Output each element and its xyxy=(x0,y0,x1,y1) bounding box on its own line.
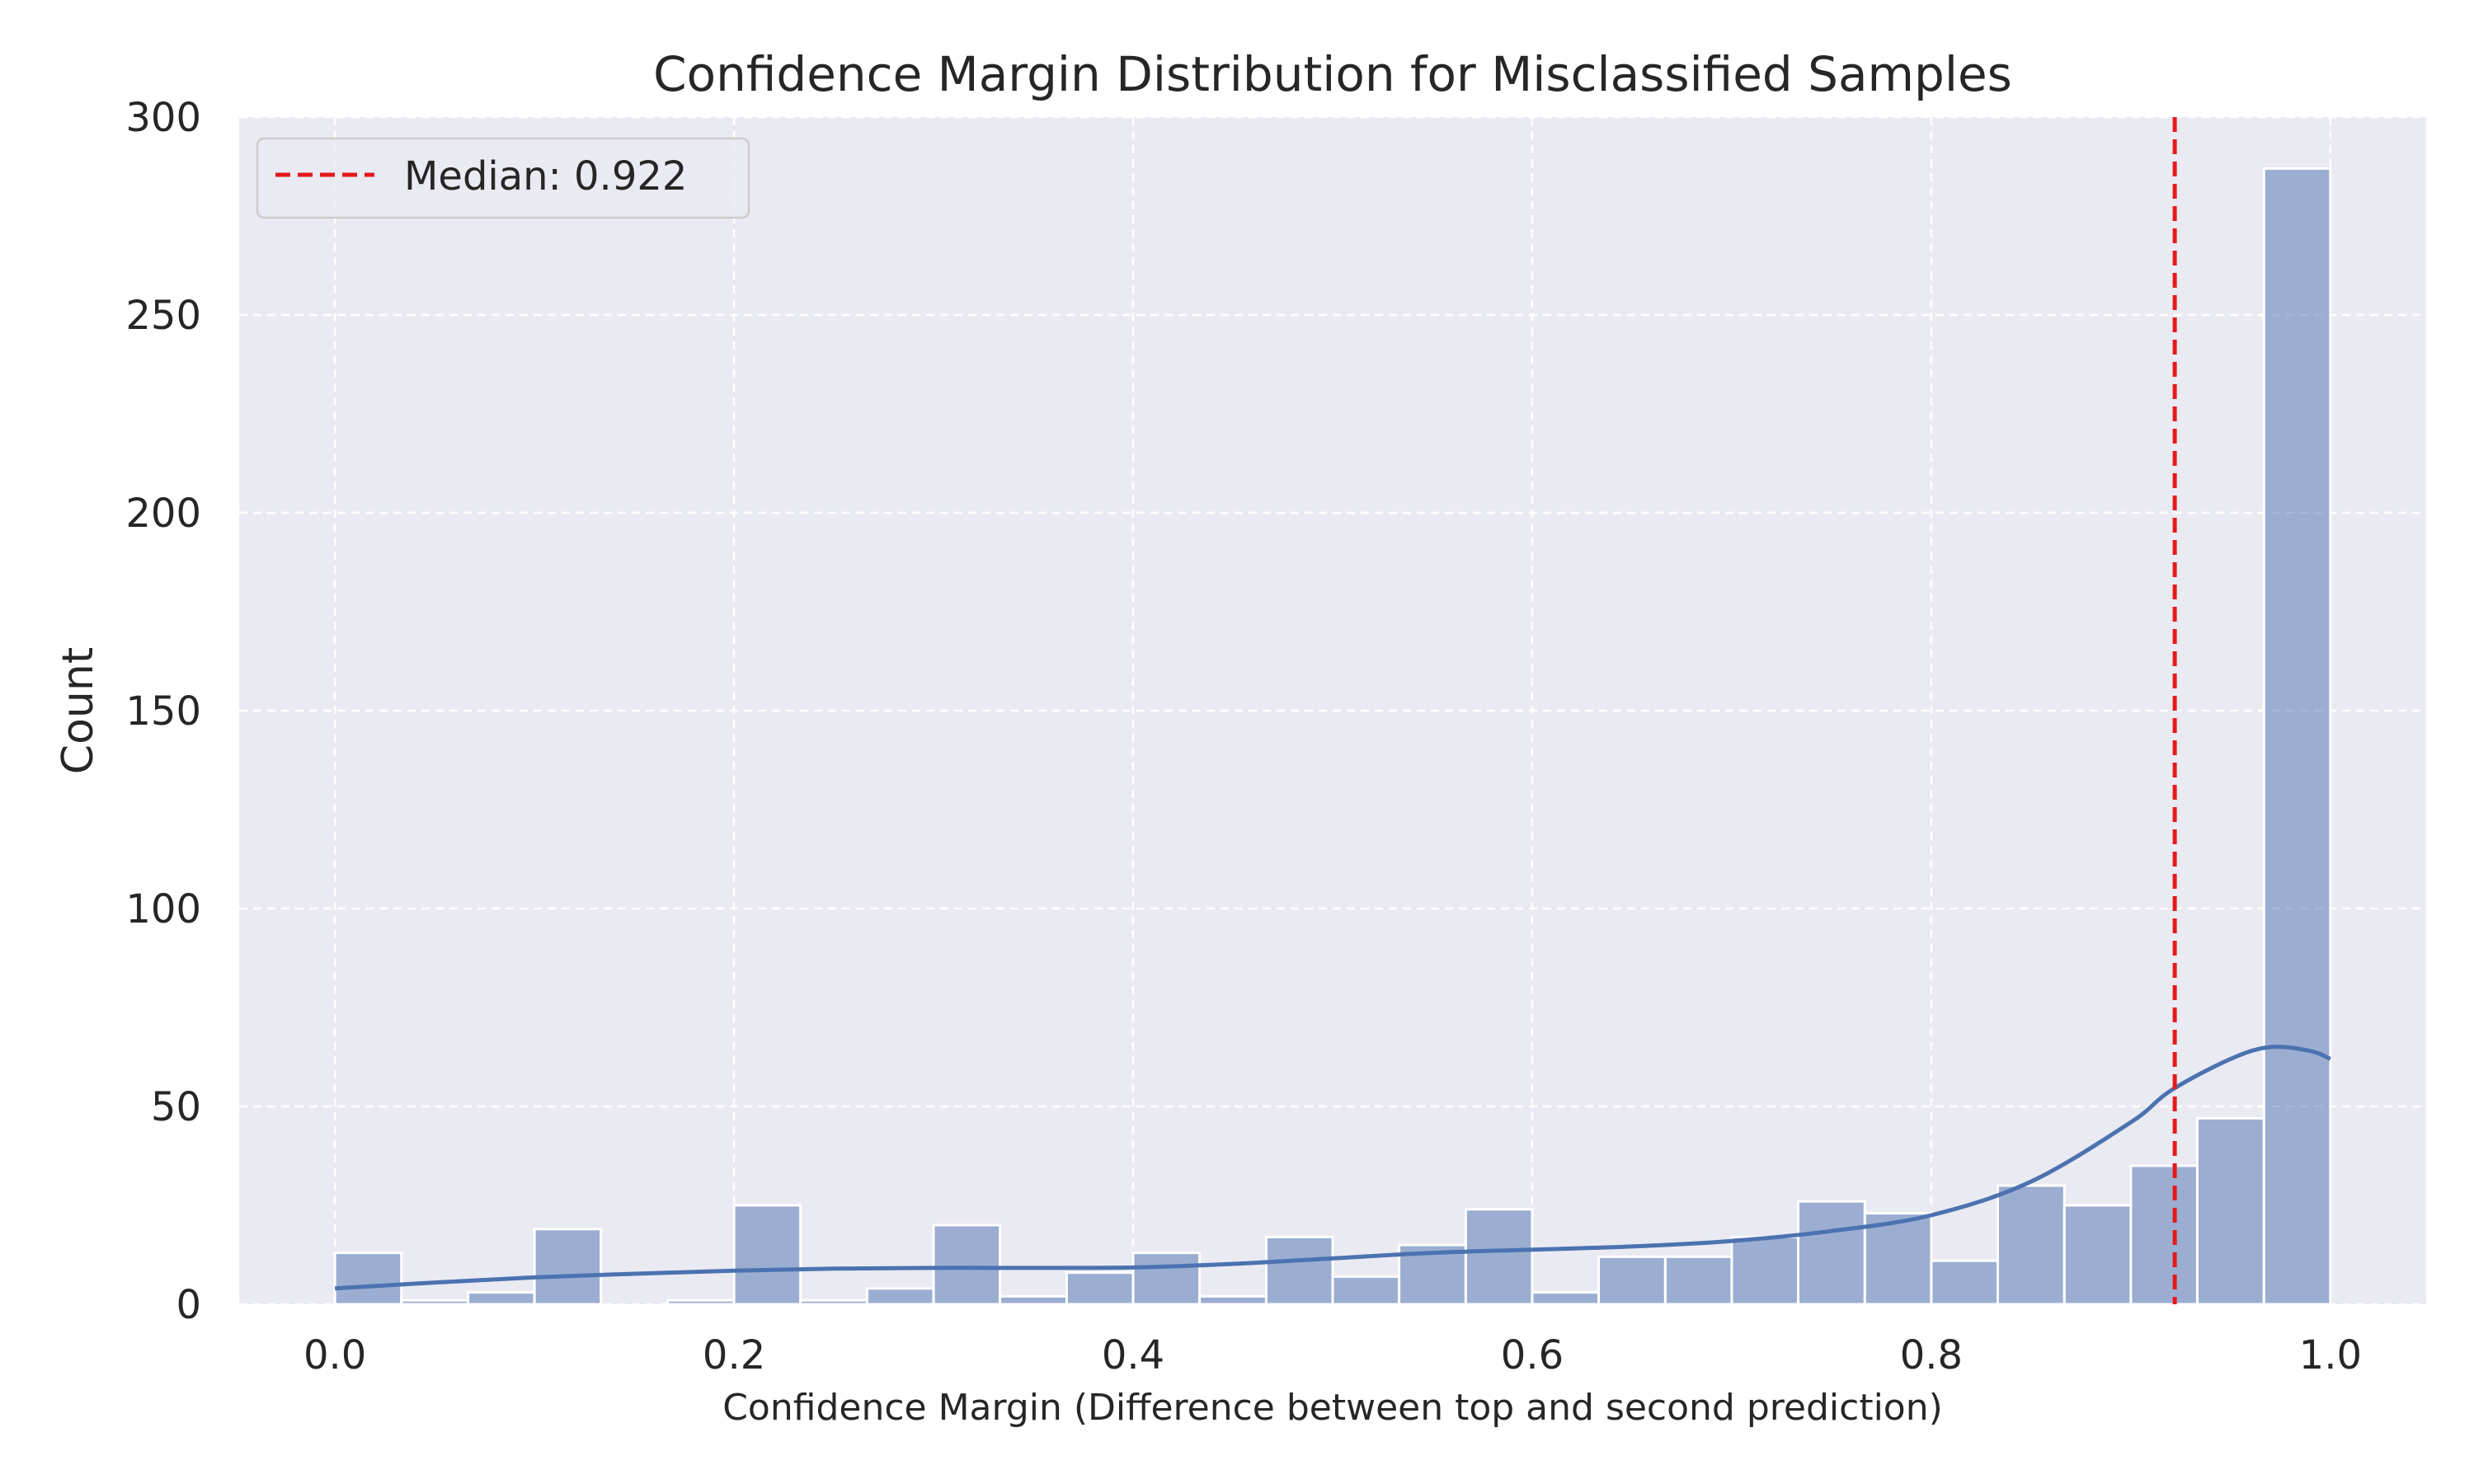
y-tick-label: 250 xyxy=(125,293,201,339)
x-tick-label: 0.2 xyxy=(703,1332,765,1378)
histogram-bar xyxy=(467,1291,536,1306)
histogram-bar xyxy=(1331,1275,1401,1306)
histogram-bar xyxy=(1531,1291,1601,1306)
histogram-bar xyxy=(666,1298,736,1306)
histogram-bar xyxy=(1198,1294,1268,1306)
kde-curve xyxy=(334,1045,2331,1291)
histogram-bar xyxy=(2262,167,2332,1306)
histogram-bar xyxy=(2062,1204,2133,1306)
histogram-bar xyxy=(1264,1235,1334,1306)
y-tick-label: 150 xyxy=(125,688,201,735)
histogram-bar xyxy=(1863,1212,1933,1306)
x-tick-label: 0.6 xyxy=(1501,1332,1564,1378)
histogram-bar xyxy=(732,1204,802,1306)
legend: Median: 0.922 xyxy=(256,137,750,219)
histogram-bar xyxy=(1663,1255,1733,1306)
histogram-bar xyxy=(2129,1164,2199,1306)
histogram-bar xyxy=(1464,1208,1534,1306)
x-axis-label: Confidence Margin (Difference between to… xyxy=(722,1387,1943,1429)
kde-layer xyxy=(334,1045,2331,1291)
legend-median-label: Median: 0.922 xyxy=(404,153,687,200)
y-axis-label: Count xyxy=(54,647,103,774)
histogram-bar xyxy=(1996,1184,2066,1306)
histogram-bars xyxy=(333,167,2332,1306)
histogram-bar xyxy=(1131,1252,1202,1306)
histogram-bar xyxy=(799,1298,868,1306)
y-tick-label: 300 xyxy=(125,95,201,141)
x-tick-label: 0.0 xyxy=(303,1332,366,1378)
y-tick-label: 0 xyxy=(176,1282,201,1328)
x-tick-label: 1.0 xyxy=(2299,1332,2362,1378)
histogram-bar xyxy=(1597,1255,1667,1306)
histogram-bar xyxy=(2195,1116,2265,1306)
y-tick-label: 100 xyxy=(125,886,201,932)
histogram-bar xyxy=(865,1287,935,1306)
histogram-bar xyxy=(1797,1200,1866,1306)
histogram-bar xyxy=(400,1298,470,1306)
x-tick-label: 0.8 xyxy=(1900,1332,1963,1378)
y-tick-label: 200 xyxy=(125,491,201,537)
histogram-bar xyxy=(932,1223,1002,1306)
x-tick-label: 0.4 xyxy=(1102,1332,1164,1378)
legend-box xyxy=(256,137,750,219)
chart-title: Confidence Margin Distribution for Miscl… xyxy=(653,46,2012,102)
histogram-bar xyxy=(333,1252,403,1306)
histogram-bar xyxy=(1730,1235,1800,1306)
histogram-bar xyxy=(1930,1259,1999,1306)
x-axis-ticks: 0.0 0.2 0.4 0.6 0.8 1.0 xyxy=(303,1332,2362,1378)
y-tick-label: 50 xyxy=(151,1084,201,1130)
histogram-bar xyxy=(999,1294,1068,1306)
histogram-bar xyxy=(533,1228,603,1306)
histogram-bar xyxy=(1065,1271,1135,1306)
y-axis-ticks: 0 50 100 150 200 250 300 xyxy=(125,95,201,1328)
